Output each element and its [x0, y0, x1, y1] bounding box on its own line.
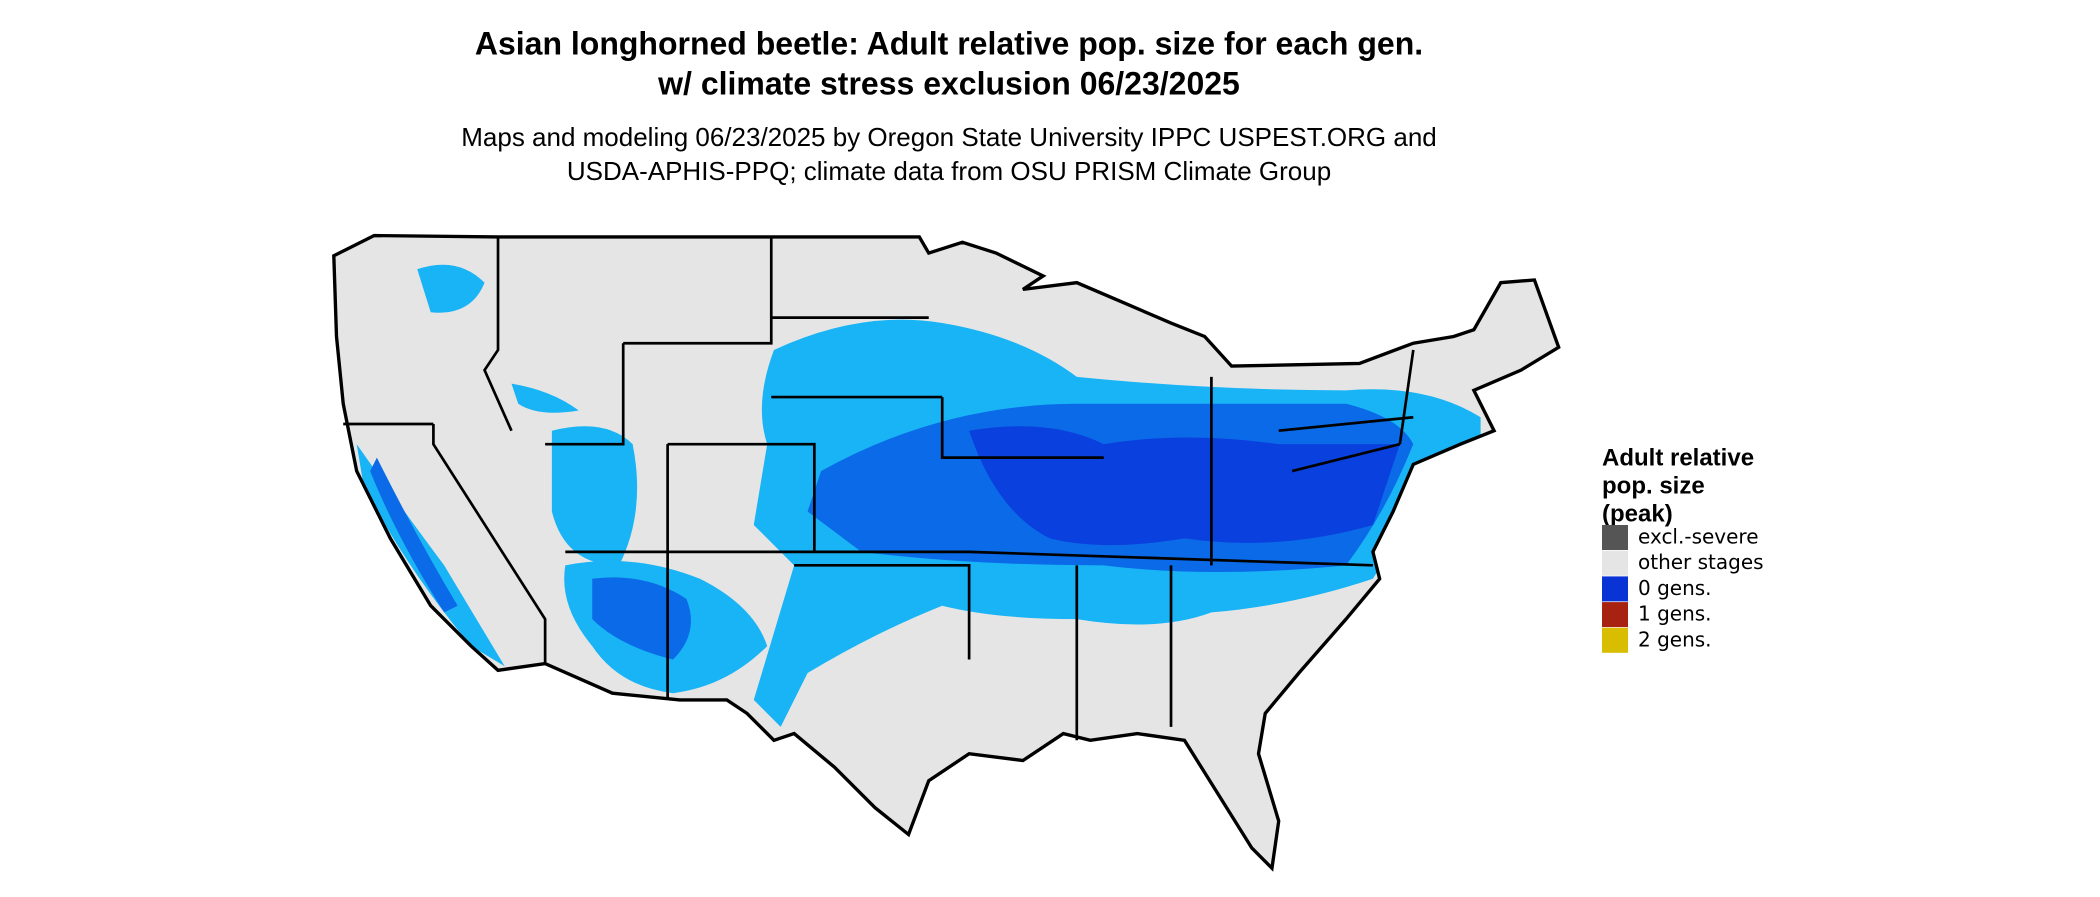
pop-size-layer	[356, 264, 1481, 727]
subtitle: Maps and modeling 06/23/2025 by Oregon S…	[461, 122, 1437, 152]
legend-swatch	[1602, 525, 1628, 550]
legend-title: Adult relative	[1602, 444, 1754, 471]
title: w/ climate stress exclusion 06/23/2025	[657, 65, 1240, 101]
us-map	[332, 233, 1561, 870]
legend-title: pop. size	[1602, 472, 1705, 499]
legend-label: other stages	[1638, 550, 1764, 574]
legend-swatch	[1602, 550, 1628, 576]
legend-swatch	[1602, 627, 1628, 653]
legend-swatch	[1602, 602, 1628, 628]
legend-label: excl.-severe	[1638, 525, 1759, 549]
legend-label: 1 gens.	[1638, 602, 1712, 626]
subtitle: USDA-APHIS-PPQ; climate data from OSU PR…	[567, 156, 1331, 186]
state-borders	[343, 236, 1415, 741]
legend-label: 0 gens.	[1638, 576, 1712, 600]
title: Asian longhorned beetle: Adult relative …	[475, 25, 1423, 61]
legend-title: (peak)	[1602, 500, 1673, 527]
legend-label: 2 gens.	[1638, 627, 1712, 651]
legend-swatch	[1602, 576, 1628, 602]
